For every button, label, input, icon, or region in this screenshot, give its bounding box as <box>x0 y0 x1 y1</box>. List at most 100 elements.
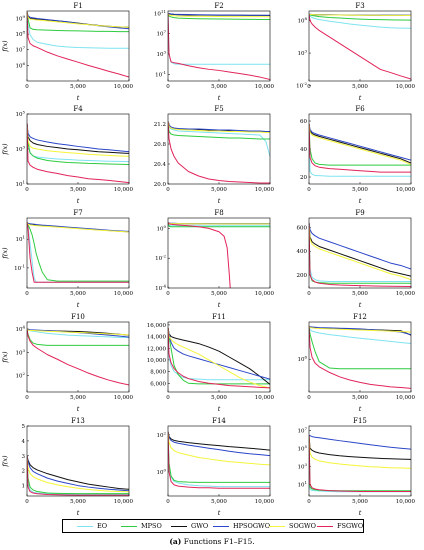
series-line-f7-hpsogwo <box>27 221 129 232</box>
y-tick-label-f10-1: 103 <box>15 348 25 357</box>
series-line-f12-sogwo <box>309 326 411 333</box>
series-line-f9-eo <box>309 222 411 282</box>
series-line-f2-eo <box>168 13 270 65</box>
chart-f5: F5 21.2 20.8 20.4 20.00 5,000 10,000 t <box>154 105 275 205</box>
series-line-f12-mpso <box>309 326 411 370</box>
x-tick-label-f10-1: 5,000 <box>70 395 86 401</box>
series-line-f6-sogwo <box>309 123 411 165</box>
y-tick-label-f11-1: 14,000 <box>147 335 167 341</box>
series-line-f12-fsgwo <box>309 326 411 389</box>
y-tick-label-f6-1: 40 <box>300 147 307 153</box>
legend-swatch-sogwo <box>269 526 285 527</box>
series-line-f3-fsgwo <box>309 14 411 80</box>
x-tick-label-f15-1: 5,000 <box>352 499 368 505</box>
x-tick-label-f11-0: 0 <box>166 395 170 401</box>
series-line-f13-hpsogwo <box>27 455 129 492</box>
series-group-f6 <box>309 123 411 177</box>
x-tick-label-f6-2: 10,000 <box>396 187 416 193</box>
series-line-f1-hpsogwo <box>27 12 129 30</box>
x-tick-label-f3-1: 5,000 <box>352 84 368 90</box>
series-line-f11-eo <box>168 327 270 381</box>
x-tick-label-f10-0: 0 <box>25 395 29 401</box>
chart-f2: F2 1011 107 103 10-10 5,000 10,000 t <box>154 2 275 102</box>
x-tick-label-f12-2: 10,000 <box>396 395 416 401</box>
series-group-f13 <box>27 455 129 496</box>
y-tick-label-f15-0: 107 <box>297 426 307 435</box>
chart-title-f4: F4 <box>73 105 83 113</box>
series-group-f3 <box>309 13 411 80</box>
y-tick-label-f4-1: 103 <box>15 145 25 154</box>
chart-title-f6: F6 <box>355 105 365 113</box>
plot-frame-f1 <box>26 10 130 82</box>
plot-frame-f9 <box>308 217 412 289</box>
y-axis-label-f13: f(x) <box>1 455 9 468</box>
plot-frame-f11 <box>167 321 271 393</box>
x-tick-label-f13-0: 0 <box>25 499 29 505</box>
series-group-f2 <box>168 12 270 80</box>
series-line-f13-mpso <box>27 455 129 495</box>
y-tick-label-f1-3: 106 <box>15 61 25 70</box>
x-tick-label-f1-2: 10,000 <box>114 84 134 90</box>
y-tick-label-f13-4: 1 <box>22 484 26 490</box>
y-tick-label-f1-2: 107 <box>15 45 25 54</box>
y-tick-label-f12-0: 106 <box>297 355 307 364</box>
series-line-f5-mpso <box>168 121 270 140</box>
series-line-f15-hpsogwo <box>309 434 411 450</box>
chart-f10: F10 f(x) 104 103 102 0 5,000 10,000 t <box>1 313 133 413</box>
series-line-f2-sogwo <box>168 13 270 18</box>
chart-title-f12: F12 <box>353 313 367 321</box>
legend-label-eo: EO <box>97 522 108 530</box>
series-line-f5-eo <box>168 121 270 157</box>
chart-title-f15: F15 <box>353 417 367 425</box>
plot-frame-f15 <box>308 425 412 497</box>
y-tick-label-f13-0: 5 <box>22 424 26 430</box>
chart-f15: F15 107 105 103 101 0 5,000 10,000 t <box>297 417 415 515</box>
series-group-f5 <box>168 121 270 184</box>
plot-frame-f3 <box>308 10 412 82</box>
series-line-f1-gwo <box>27 12 129 28</box>
legend-label-hpsogwo: HPSOGWO <box>233 522 271 530</box>
series-line-f11-sogwo <box>168 327 270 389</box>
series-line-f12-eo <box>309 326 411 345</box>
x-tick-label-f5-0: 0 <box>166 187 170 193</box>
series-line-f9-mpso <box>309 222 411 284</box>
series-line-f14-hpsogwo <box>168 431 270 457</box>
series-line-f7-mpso <box>27 222 129 282</box>
y-tick-label-f10-2: 102 <box>15 371 25 380</box>
chart-title-f9: F9 <box>355 209 364 217</box>
series-line-f10-sogwo <box>27 328 129 336</box>
legend-label-gwo: GWO <box>191 522 209 530</box>
x-tick-label-f13-1: 5,000 <box>70 499 86 505</box>
x-axis-label-f3: t <box>359 94 362 102</box>
x-axis-label-f1: t <box>77 94 80 102</box>
y-tick-label-f7-1: 10-1 <box>14 263 25 272</box>
series-line-f1-fsgwo <box>27 12 129 78</box>
x-axis-label-f12: t <box>359 405 362 413</box>
series-group-f4 <box>27 123 129 184</box>
x-tick-label-f2-2: 10,000 <box>255 84 275 90</box>
y-tick-label-f6-2: 20 <box>300 175 307 181</box>
chart-f8: F8 100 10-2 10-40 5,000 10,000 t <box>155 209 274 309</box>
x-tick-label-f14-2: 10,000 <box>255 499 275 505</box>
legend-label-fsgwo: FSGWO <box>337 522 364 530</box>
series-line-f15-gwo <box>309 434 411 460</box>
series-line-f14-sogwo <box>168 431 270 466</box>
series-line-f7-sogwo <box>27 222 129 233</box>
y-tick-label-f10-0: 104 <box>15 325 25 334</box>
chart-title-f14: F14 <box>212 417 226 425</box>
y-tick-label-f11-3: 10,000 <box>147 358 167 364</box>
series-line-f6-mpso <box>309 123 411 166</box>
x-tick-label-f9-2: 10,000 <box>396 291 416 297</box>
plot-frame-f7 <box>26 217 130 289</box>
series-line-f14-mpso <box>168 431 270 483</box>
caption-letter: (a) <box>169 537 182 546</box>
series-line-f7-fsgwo <box>27 222 129 283</box>
plot-frame-f12 <box>308 321 412 393</box>
y-tick-label-f5-0: 21.2 <box>154 122 166 128</box>
y-tick-label-f5-2: 20.4 <box>154 162 167 168</box>
chart-title-f2: F2 <box>214 2 223 10</box>
x-axis-label-f5: t <box>218 197 221 205</box>
series-group-f11 <box>168 327 270 389</box>
chart-f14: F14 102 100 0 5,000 10,000 t <box>156 417 274 515</box>
